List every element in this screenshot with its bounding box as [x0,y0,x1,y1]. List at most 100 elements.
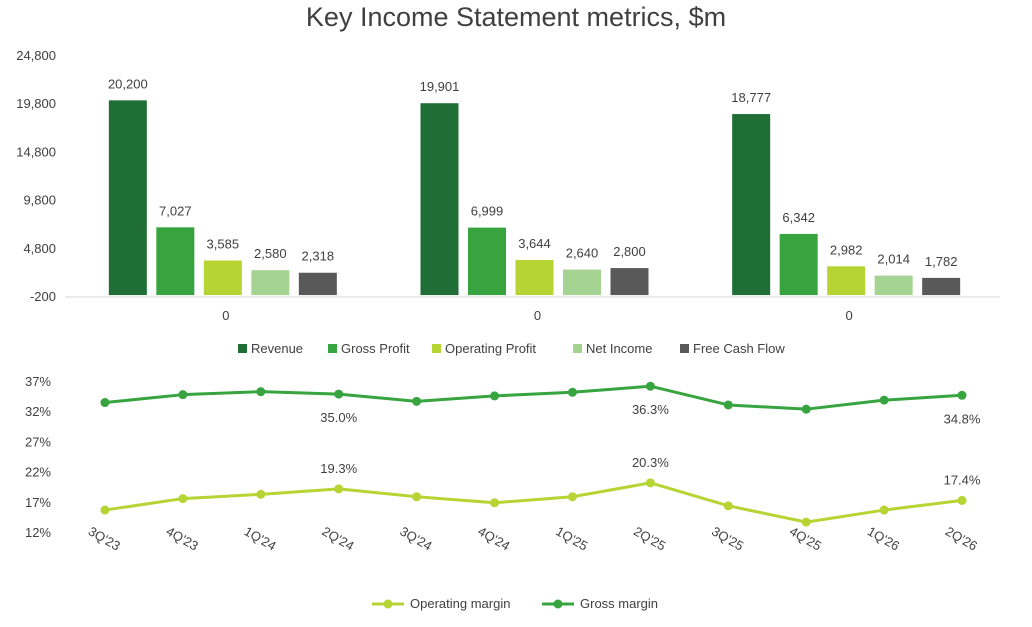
data-point [412,492,422,502]
x-tick-label: 1Q'26 [865,523,902,553]
data-point [490,498,500,508]
data-point [645,381,655,391]
y-tick-label: 12% [25,525,51,540]
data-point [957,390,967,400]
bar-data-label: 2,014 [877,252,910,267]
y-tick-label: 22% [25,465,51,480]
data-point [723,501,733,511]
bar-net-income [563,269,601,296]
y-tick-label: -200 [30,289,56,304]
legend-label: Gross margin [580,596,658,611]
bar-data-label: 19,901 [420,79,460,94]
bar-gross-profit [468,227,506,296]
bar-net-income [874,275,913,296]
legend-label: Operating margin [410,596,510,611]
x-tick-label: 2Q'26 [943,523,980,553]
y-tick-label: 17% [25,495,51,510]
x-tick-label: 4Q'25 [787,523,824,553]
x-tick-label: 0 [846,308,853,323]
bar-data-label: 1,782 [925,254,958,269]
x-tick-label: 1Q'25 [553,523,590,553]
data-point [567,387,577,397]
data-point [801,404,811,414]
bar-free-cash-flow [298,272,337,296]
y-tick-label: 24,800 [16,48,56,63]
legend-marker [553,599,563,609]
data-point [490,391,500,401]
legend-label: Gross Profit [341,341,410,356]
y-tick-label: 32% [25,404,51,419]
bar-chart: -200 4,800 9,800 14,800 19,800 24,800 20,200 7,… [16,48,1000,356]
y-tick-label: 9,800 [23,193,56,208]
x-tick-label: 1Q'24 [242,523,279,553]
x-tick-label: 3Q'24 [397,523,434,553]
data-point [879,505,889,515]
legend-swatch [680,344,689,353]
bar-data-label: 2,982 [830,242,863,257]
legend-swatch [328,344,337,353]
bar-revenue [732,114,771,296]
x-tick-label: 4Q'24 [475,523,512,553]
y-tick-label: 14,800 [16,144,56,159]
data-point [723,400,733,410]
bar-net-income [251,270,290,296]
bar-gross-profit [156,227,195,296]
data-point [100,505,110,515]
y-tick-label: 4,800 [23,241,56,256]
bar-operating-profit [203,260,242,296]
data-point [957,495,967,505]
legend-label: Free Cash Flow [693,341,785,356]
data-point [256,489,266,499]
bar-revenue [420,103,459,296]
data-point [801,517,811,527]
data-point [879,395,889,405]
bar-gross-profit [779,233,818,296]
bar-revenue [108,100,147,296]
bar-free-cash-flow [922,277,961,296]
data-point [645,478,655,488]
x-tick-label: 2Q'25 [631,523,668,553]
bar-data-label: 2,580 [254,246,287,261]
bar-operating-profit [827,266,866,296]
y-tick-label: 27% [25,434,51,449]
x-tick-label: 2Q'24 [320,523,357,553]
bar-data-label: 20,200 [108,76,148,91]
y-tick-label: 37% [25,374,51,389]
bar-operating-profit [515,259,554,296]
legend-marker [383,599,393,609]
bar-data-label: 2,800 [613,244,646,259]
series-line-gross-margin [104,384,963,411]
bar-data-label: 2,318 [302,249,335,264]
point-data-label: 19.3% [320,461,357,476]
data-point [567,492,577,502]
bar-data-label: 2,640 [566,246,599,261]
data-point [334,389,344,399]
chart-title: Key Income Statement metrics, $m [305,2,727,32]
x-tick-label: 0 [222,308,229,323]
data-point [412,396,422,406]
legend-swatch [573,344,582,353]
series-line-operating-margin [104,481,963,524]
legend-swatch [432,344,441,353]
legend-swatch [238,344,247,353]
legend-label: Revenue [251,341,303,356]
bar-data-label: 3,585 [207,237,240,252]
point-data-label: 36.3% [632,402,669,417]
legend-label: Operating Profit [445,341,536,356]
x-tick-label: 0 [534,308,541,323]
x-tick-label: 3Q'23 [86,523,123,553]
y-tick-label: 19,800 [16,96,56,111]
bar-data-label: 18,777 [731,90,771,105]
bar-data-label: 3,644 [518,236,551,251]
data-point [256,387,266,397]
bar-free-cash-flow [610,268,649,296]
point-data-label: 34.8% [944,411,981,426]
data-point [178,494,188,504]
legend-label: Net Income [586,341,652,356]
x-tick-label: 3Q'25 [709,523,746,553]
x-tick-label: 4Q'23 [164,523,201,553]
bar-data-label: 6,342 [782,210,815,225]
data-point [100,398,110,408]
point-data-label: 35.0% [320,410,357,425]
